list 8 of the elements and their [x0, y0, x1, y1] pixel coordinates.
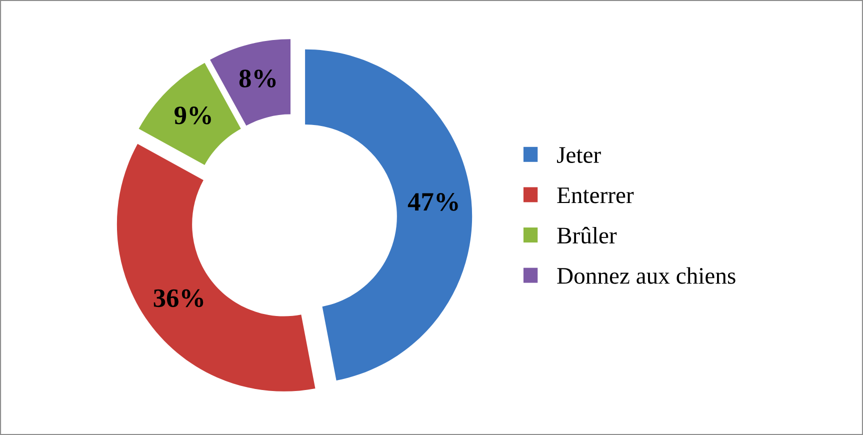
legend-label: Jeter: [557, 147, 601, 163]
data-label: 36%: [154, 289, 204, 308]
data-label: 8%: [239, 70, 276, 88]
legend-label: Enterrer: [557, 188, 634, 204]
data-label: 47%: [408, 193, 458, 211]
legend-label: Donnez aux chiens: [557, 267, 736, 284]
data-label: 9%: [174, 106, 211, 124]
legend-label: Brûler: [557, 226, 617, 244]
